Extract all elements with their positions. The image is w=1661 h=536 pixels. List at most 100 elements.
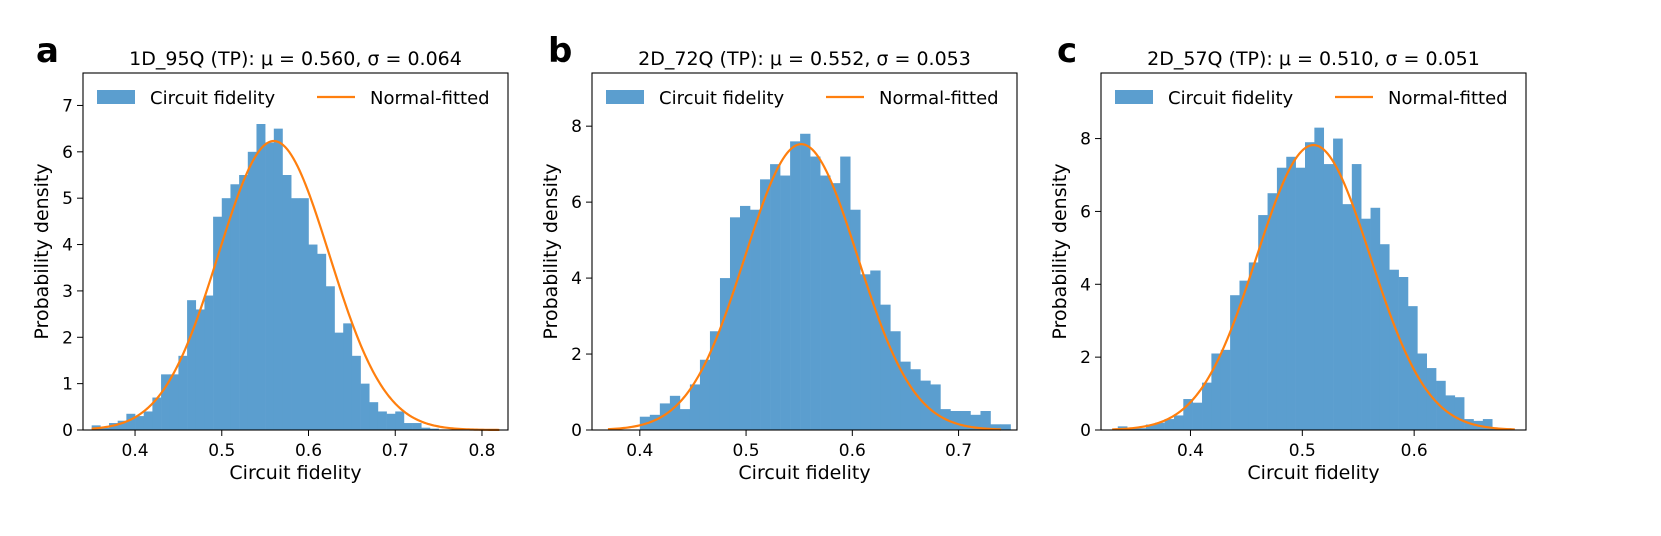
histogram-bar	[1239, 280, 1250, 430]
histogram-bar	[850, 209, 861, 430]
y-tick-label: 8	[571, 117, 582, 137]
y-tick-label: 7	[62, 96, 73, 116]
histogram-bar	[699, 359, 711, 430]
legend: Circuit fidelity Normal-fitted	[606, 88, 999, 109]
histogram-bar	[900, 361, 911, 430]
histogram-bar	[1482, 419, 1493, 430]
normal-fit-curve	[1112, 143, 1515, 431]
histogram-bar	[1192, 402, 1203, 430]
histogram-bar	[412, 423, 422, 430]
histogram-bar	[1183, 399, 1193, 430]
x-tick-label: 0.6	[295, 441, 322, 461]
histogram-bar	[910, 369, 921, 430]
legend-swatch-bar	[606, 90, 644, 104]
histogram-bar	[649, 414, 661, 430]
x-axis-label: Circuit fidelity	[1247, 462, 1379, 484]
histogram-bar	[990, 424, 1001, 430]
histogram-bar	[308, 244, 318, 430]
histogram-bar	[729, 217, 741, 430]
histogram-bar	[689, 384, 701, 430]
panel-label: a	[36, 31, 59, 71]
axes-frame	[591, 72, 1018, 431]
histogram-bar	[239, 175, 249, 430]
histogram-bar	[143, 411, 153, 430]
histogram-bar	[421, 427, 431, 430]
normal-fit-curve	[607, 143, 1002, 431]
histogram-bar	[1286, 156, 1296, 431]
histogram-bar	[1258, 215, 1268, 430]
histogram-bar	[1202, 382, 1212, 430]
histogram-bar	[1342, 204, 1353, 430]
histogram-bar	[1333, 138, 1343, 431]
histogram-bar	[386, 413, 396, 430]
histogram-bar	[719, 278, 731, 430]
histogram-bar	[1267, 193, 1278, 430]
histogram-bar	[760, 179, 771, 430]
histogram-bar	[1454, 397, 1465, 430]
histogram-bar	[221, 198, 231, 430]
histogram-bars	[1117, 127, 1512, 431]
histogram-bar	[1276, 167, 1287, 430]
histogram-bar	[659, 403, 671, 430]
y-tick-label: 2	[1080, 348, 1091, 368]
legend-label: Circuit fidelity	[659, 88, 785, 109]
histogram-bar	[360, 383, 370, 430]
legend-label: Normal-fitted	[879, 88, 999, 109]
y-axis-label: Probability density	[31, 163, 53, 339]
x-tick-label: 0.5	[208, 441, 235, 461]
histogram-bar	[1305, 142, 1315, 430]
histogram-bar	[1295, 167, 1306, 430]
histogram-bar	[740, 205, 751, 430]
histogram-bar	[195, 309, 205, 430]
histogram-bar	[334, 332, 344, 430]
legend-label: Normal-fitted	[1388, 88, 1508, 109]
histogram-bar	[679, 409, 691, 430]
histogram-bar	[880, 304, 891, 430]
histogram-bar	[230, 184, 240, 430]
histogram-bar	[770, 164, 781, 431]
histogram-bar	[950, 411, 961, 430]
x-axis-label: Circuit fidelity	[738, 462, 870, 484]
histogram-bars	[639, 133, 1011, 431]
histogram-bar	[790, 141, 801, 431]
legend: Circuit fidelity Normal-fitted	[1115, 88, 1508, 109]
chart-title: 2D_72Q (TP): μ = 0.552, σ = 0.053	[638, 48, 971, 70]
histogram-bar	[1389, 269, 1399, 430]
chart-title: 2D_57Q (TP): μ = 0.510, σ = 0.051	[1147, 48, 1480, 70]
histogram-bar	[247, 151, 257, 430]
histogram-bar	[820, 175, 831, 430]
histogram-bar	[1426, 368, 1437, 430]
histogram-bar	[709, 331, 721, 430]
histogram-bar	[429, 428, 439, 430]
histogram-bar	[117, 420, 127, 430]
x-tick-label: 0.8	[468, 441, 495, 461]
histogram-bar	[930, 384, 941, 430]
histogram-bar	[1351, 164, 1362, 431]
y-tick-label: 4	[1080, 275, 1091, 295]
histogram-bar	[840, 156, 851, 430]
x-tick-label: 0.6	[1401, 441, 1428, 461]
y-tick-label: 8	[1080, 130, 1091, 150]
histogram-bar	[1398, 277, 1409, 430]
histogram-bar	[299, 198, 309, 430]
x-tick-label: 0.4	[122, 441, 149, 461]
histogram-bar	[1464, 419, 1474, 430]
histogram-bar	[860, 274, 871, 430]
y-tick-label: 4	[571, 269, 582, 289]
panel-a: 0.4 0.5 0.6 0.7 0.8 0 1 2 3 4 5 6 7 1D_95Q (TP): μ = …	[31, 31, 509, 484]
normal-fit-curve	[91, 139, 500, 432]
y-tick-label: 6	[62, 143, 73, 163]
y-tick-label: 4	[62, 236, 73, 256]
x-tick-label: 0.4	[1177, 441, 1204, 461]
histogram-bar	[256, 124, 266, 430]
histogram-bar	[369, 402, 379, 430]
x-axis-label: Circuit fidelity	[229, 462, 361, 484]
legend-label: Circuit fidelity	[150, 88, 276, 109]
histogram-bars	[91, 124, 439, 431]
histogram-bar	[870, 270, 881, 430]
legend-label: Circuit fidelity	[1168, 88, 1294, 109]
histogram-bar	[273, 128, 283, 431]
histogram-bar	[780, 175, 791, 430]
histogram-bar	[1370, 207, 1381, 430]
